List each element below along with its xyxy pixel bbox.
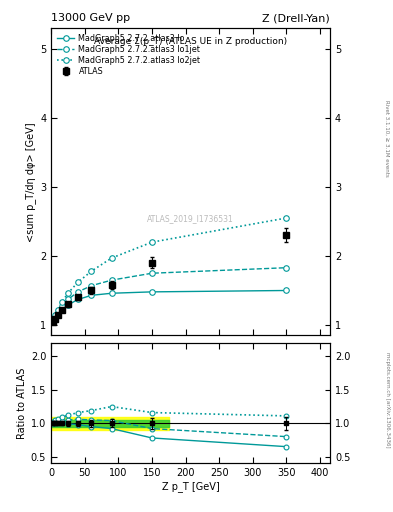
Text: ATLAS_2019_I1736531: ATLAS_2019_I1736531 (147, 214, 234, 223)
MadGraph5 2.7.2.atlas3 lo1jet (59, 303, 64, 309)
MadGraph5 2.7.2.atlas3 lo1jet (89, 283, 94, 289)
MadGraph5 2.7.2.atlas3 lo2jet (59, 299, 64, 305)
MadGraph5 2.7.2.atlas3 lo (66, 302, 70, 308)
Y-axis label: Ratio to ATLAS: Ratio to ATLAS (17, 368, 27, 439)
MadGraph5 2.7.2.atlas3 lo1jet (53, 314, 57, 321)
Text: Z (Drell-Yan): Z (Drell-Yan) (263, 13, 330, 23)
MadGraph5 2.7.2.atlas3 lo2jet (75, 279, 80, 285)
Text: Rivet 3.1.10, ≥ 3.1M events: Rivet 3.1.10, ≥ 3.1M events (385, 100, 389, 177)
MadGraph5 2.7.2.atlas3 lo2jet (53, 312, 57, 318)
MadGraph5 2.7.2.atlas3 lo (109, 290, 114, 296)
MadGraph5 2.7.2.atlas3 lo2jet (284, 215, 289, 221)
Line: MadGraph5 2.7.2.atlas3 lo1jet: MadGraph5 2.7.2.atlas3 lo1jet (50, 265, 289, 324)
MadGraph5 2.7.2.atlas3 lo (55, 312, 60, 318)
MadGraph5 2.7.2.atlas3 lo1jet (150, 270, 154, 276)
MadGraph5 2.7.2.atlas3 lo2jet (89, 268, 94, 274)
MadGraph5 2.7.2.atlas3 lo2jet (109, 255, 114, 261)
MadGraph5 2.7.2.atlas3 lo1jet (51, 318, 55, 325)
Y-axis label: <sum p_T/dη dφ> [GeV]: <sum p_T/dη dφ> [GeV] (25, 122, 36, 242)
MadGraph5 2.7.2.atlas3 lo2jet (66, 290, 70, 296)
MadGraph5 2.7.2.atlas3 lo (284, 287, 289, 293)
Text: 13000 GeV pp: 13000 GeV pp (51, 13, 130, 23)
MadGraph5 2.7.2.atlas3 lo1jet (75, 289, 80, 295)
X-axis label: Z p_T [GeV]: Z p_T [GeV] (162, 481, 219, 492)
MadGraph5 2.7.2.atlas3 lo (89, 292, 94, 298)
MadGraph5 2.7.2.atlas3 lo1jet (284, 265, 289, 271)
MadGraph5 2.7.2.atlas3 lo (53, 316, 57, 322)
MadGraph5 2.7.2.atlas3 lo1jet (66, 296, 70, 303)
MadGraph5 2.7.2.atlas3 lo2jet (55, 307, 60, 313)
MadGraph5 2.7.2.atlas3 lo (51, 319, 55, 325)
MadGraph5 2.7.2.atlas3 lo (150, 289, 154, 295)
MadGraph5 2.7.2.atlas3 lo (75, 296, 80, 303)
MadGraph5 2.7.2.atlas3 lo2jet (150, 239, 154, 245)
Line: MadGraph5 2.7.2.atlas3 lo: MadGraph5 2.7.2.atlas3 lo (50, 288, 289, 325)
MadGraph5 2.7.2.atlas3 lo1jet (55, 310, 60, 316)
Legend: MadGraph5 2.7.2.atlas3 lo, MadGraph5 2.7.2.atlas3 lo1jet, MadGraph5 2.7.2.atlas3: MadGraph5 2.7.2.atlas3 lo, MadGraph5 2.7… (55, 32, 202, 77)
MadGraph5 2.7.2.atlas3 lo (59, 307, 64, 313)
MadGraph5 2.7.2.atlas3 lo1jet (109, 277, 114, 283)
Text: mcplots.cern.ch [arXiv:1306.3436]: mcplots.cern.ch [arXiv:1306.3436] (385, 352, 389, 447)
Text: Average Σ(p_T) (ATLAS UE in Z production): Average Σ(p_T) (ATLAS UE in Z production… (94, 37, 287, 47)
MadGraph5 2.7.2.atlas3 lo2jet (51, 318, 55, 324)
Line: MadGraph5 2.7.2.atlas3 lo2jet: MadGraph5 2.7.2.atlas3 lo2jet (50, 215, 289, 324)
